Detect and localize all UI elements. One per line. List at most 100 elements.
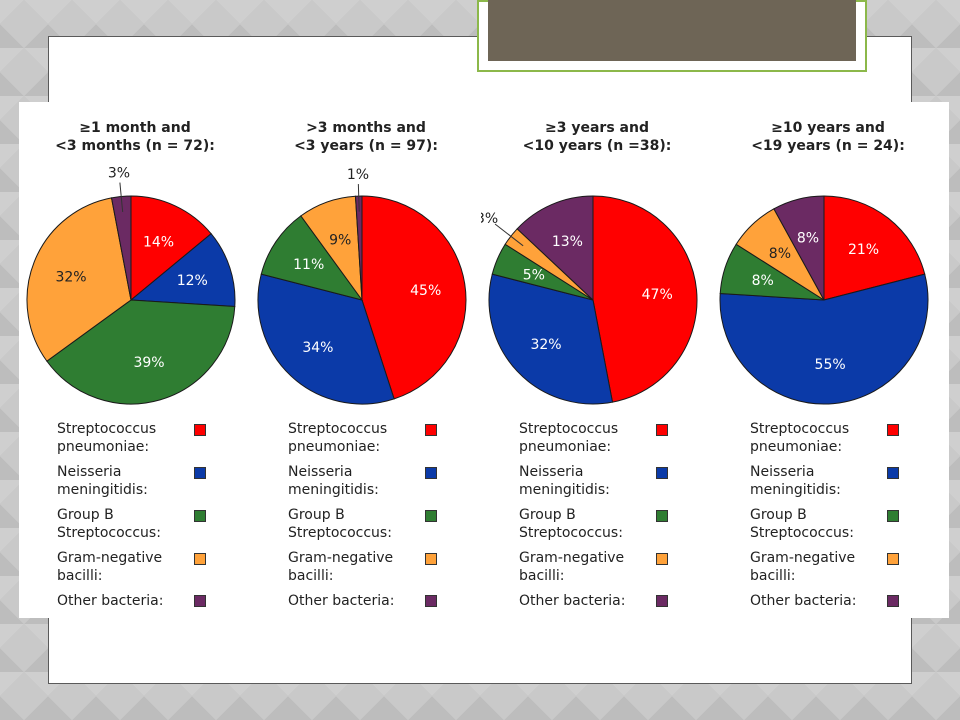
pie-slice-label: 11% [293, 257, 324, 273]
title-bar [488, 0, 856, 61]
legend-label-line: Gram-negative [519, 550, 625, 566]
legend-label: Gram-negative bacilli: [288, 549, 393, 585]
legend-label: Gram-negative bacilli: [750, 549, 855, 585]
pie-slice-group-b-streptococcus [260, 215, 364, 301]
legend-label: Other bacteria: [57, 592, 163, 610]
legend-label-line: Other bacteria: [57, 593, 164, 609]
legend-swatch [194, 595, 206, 607]
legend-swatch [887, 510, 899, 522]
legend-label-line: Neisseria [288, 464, 353, 480]
pie-title-line-1: >3 months and [306, 120, 426, 136]
legend-swatch [194, 553, 206, 565]
legend-label: Other bacteria: [288, 592, 394, 610]
legend-label: Neisseria meningitidis: [750, 463, 841, 499]
pie-slice-label: 3% [108, 166, 130, 182]
legend-label: Streptococcus pneumoniae: [57, 420, 156, 456]
pie-title: ≥1 month and <3 months (n = 72): [19, 119, 251, 155]
pie-slice-neisseria-meningitidis [719, 273, 929, 405]
legend-label-line: Streptococcus: [57, 525, 161, 541]
legend-label: Streptococcus pneumoniae: [519, 420, 618, 456]
legend-label: Group B Streptococcus: [750, 506, 854, 542]
legend-label-line: Streptococcus: [519, 525, 623, 541]
pie-slice-label: 13% [552, 234, 583, 250]
pie-title-line-2: <3 years (n = 97): [294, 138, 438, 154]
pie-title-line-2: <10 years (n =38): [522, 138, 672, 154]
pie-slice-streptococcus-pneumoniae [592, 195, 698, 403]
pie-chart: 47% 32% 5% 3% 13% [481, 195, 698, 405]
legend-label-line: Other bacteria: [288, 593, 395, 609]
legend-label-line: meningitidis: [288, 482, 379, 498]
legend-swatch [887, 424, 899, 436]
pie-slice-label: 5% [523, 267, 545, 283]
pie-chart: 14% 12% 39% 32% 3% [26, 166, 236, 405]
legend-label-line: Gram-negative [57, 550, 163, 566]
pie-title-line-1: ≥1 month and [79, 120, 191, 136]
legend-label: Other bacteria: [519, 592, 625, 610]
legend-label-line: Neisseria [519, 464, 584, 480]
legend-label-line: Streptococcus [519, 421, 619, 437]
pie-slice-label: 55% [815, 357, 846, 373]
pie-slice-other-bacteria [773, 195, 825, 301]
legend-label-line: Streptococcus [288, 421, 388, 437]
legend-label: Group B Streptococcus: [57, 506, 161, 542]
legend-label: Streptococcus pneumoniae: [288, 420, 387, 456]
pie-title-line-1: ≥10 years and [771, 120, 885, 136]
pie-slice-neisseria-meningitidis [129, 233, 236, 308]
pie-slice-neisseria-meningitidis [257, 273, 395, 405]
legend-label-line: bacilli: [288, 568, 334, 584]
pie-slice-neisseria-meningitidis [488, 273, 614, 405]
legend-swatch [194, 467, 206, 479]
legend-label-line: Other bacteria: [519, 593, 626, 609]
pie-slice-label: 12% [177, 273, 208, 289]
legend-label-line: meningitidis: [750, 482, 841, 498]
legend-label-line: pneumoniae: [57, 439, 150, 455]
legend-swatch [656, 553, 668, 565]
pie-title-line-2: <19 years (n = 24): [751, 138, 905, 154]
legend-label-line: bacilli: [750, 568, 796, 584]
legend-swatch [425, 510, 437, 522]
pie-slice-label: 34% [302, 340, 333, 356]
pie-slice-other-bacteria [516, 195, 594, 302]
pie-slice-group-b-streptococcus [46, 299, 236, 405]
legend-label-line: pneumoniae: [750, 439, 843, 455]
legend-label-line: bacilli: [519, 568, 565, 584]
legend-label: Neisseria meningitidis: [519, 463, 610, 499]
pie-panel-3: ≥3 years and <10 years (n =38): 47% 32% 5%… [481, 102, 713, 618]
pie-title-line-1: ≥3 years and [545, 120, 649, 136]
legend-swatch [194, 424, 206, 436]
legend-label: Gram-negative bacilli: [519, 549, 624, 585]
legend-label-line: Streptococcus [57, 421, 157, 437]
legend-label-line: Neisseria [57, 464, 122, 480]
legend-label: Neisseria meningitidis: [57, 463, 148, 499]
pie-chart: 45% 34% 11% 9% 1% [257, 167, 467, 405]
legend-label-line: Gram-negative [750, 550, 856, 566]
pie-label-leader [494, 223, 524, 247]
legend-swatch [425, 467, 437, 479]
pie-slice-label: 8% [797, 231, 819, 247]
pie-title-line-2: <3 months (n = 72): [55, 138, 215, 154]
legend-label-line: Streptococcus [750, 421, 850, 437]
legend-swatch [656, 424, 668, 436]
legend-label: Group B Streptococcus: [288, 506, 392, 542]
pie-title: ≥10 years and <19 years (n = 24): [712, 119, 944, 155]
pie-slice-streptococcus-pneumoniae [130, 195, 212, 302]
pie-slice-streptococcus-pneumoniae [361, 195, 467, 400]
legend-label-line: bacilli: [57, 568, 103, 584]
pie-title: >3 months and <3 years (n = 97): [250, 119, 482, 155]
pie-title: ≥3 years and <10 years (n =38): [481, 119, 713, 155]
pie-slice-label: 3% [481, 211, 498, 227]
legend-label-line: pneumoniae: [288, 439, 381, 455]
legend-label-line: Gram-negative [288, 550, 394, 566]
pie-panel-1: ≥1 month and <3 months (n = 72): 14% 12% 3… [19, 102, 251, 618]
pie-slice-label: 8% [769, 246, 791, 262]
pie-slice-label: 47% [642, 287, 673, 303]
legend-swatch [656, 595, 668, 607]
pie-slice-label: 32% [530, 337, 561, 353]
pie-panel-2: >3 months and <3 years (n = 97): 45% 34% 1… [250, 102, 482, 618]
legend-label-line: meningitidis: [57, 482, 148, 498]
legend-label-line: Streptococcus: [750, 525, 854, 541]
pie-label-leader [357, 184, 360, 212]
pie-label-leader [119, 182, 124, 213]
legend-swatch [194, 510, 206, 522]
pie-slice-label: 21% [848, 242, 879, 258]
